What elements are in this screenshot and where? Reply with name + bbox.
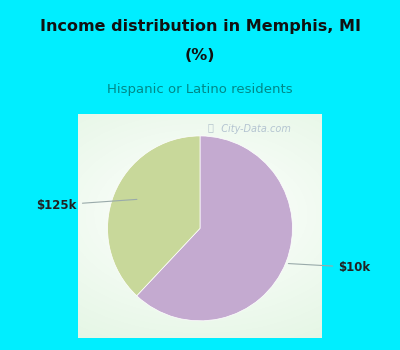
Wedge shape <box>137 136 292 321</box>
Wedge shape <box>108 136 200 296</box>
Text: Income distribution in Memphis, MI: Income distribution in Memphis, MI <box>40 19 360 34</box>
Text: City-Data.com: City-Data.com <box>214 124 290 134</box>
Text: $10k: $10k <box>288 261 370 274</box>
Text: $125k: $125k <box>36 198 137 211</box>
Text: ⦿: ⦿ <box>207 122 213 133</box>
Text: Hispanic or Latino residents: Hispanic or Latino residents <box>107 83 293 96</box>
Text: (%): (%) <box>185 48 215 63</box>
